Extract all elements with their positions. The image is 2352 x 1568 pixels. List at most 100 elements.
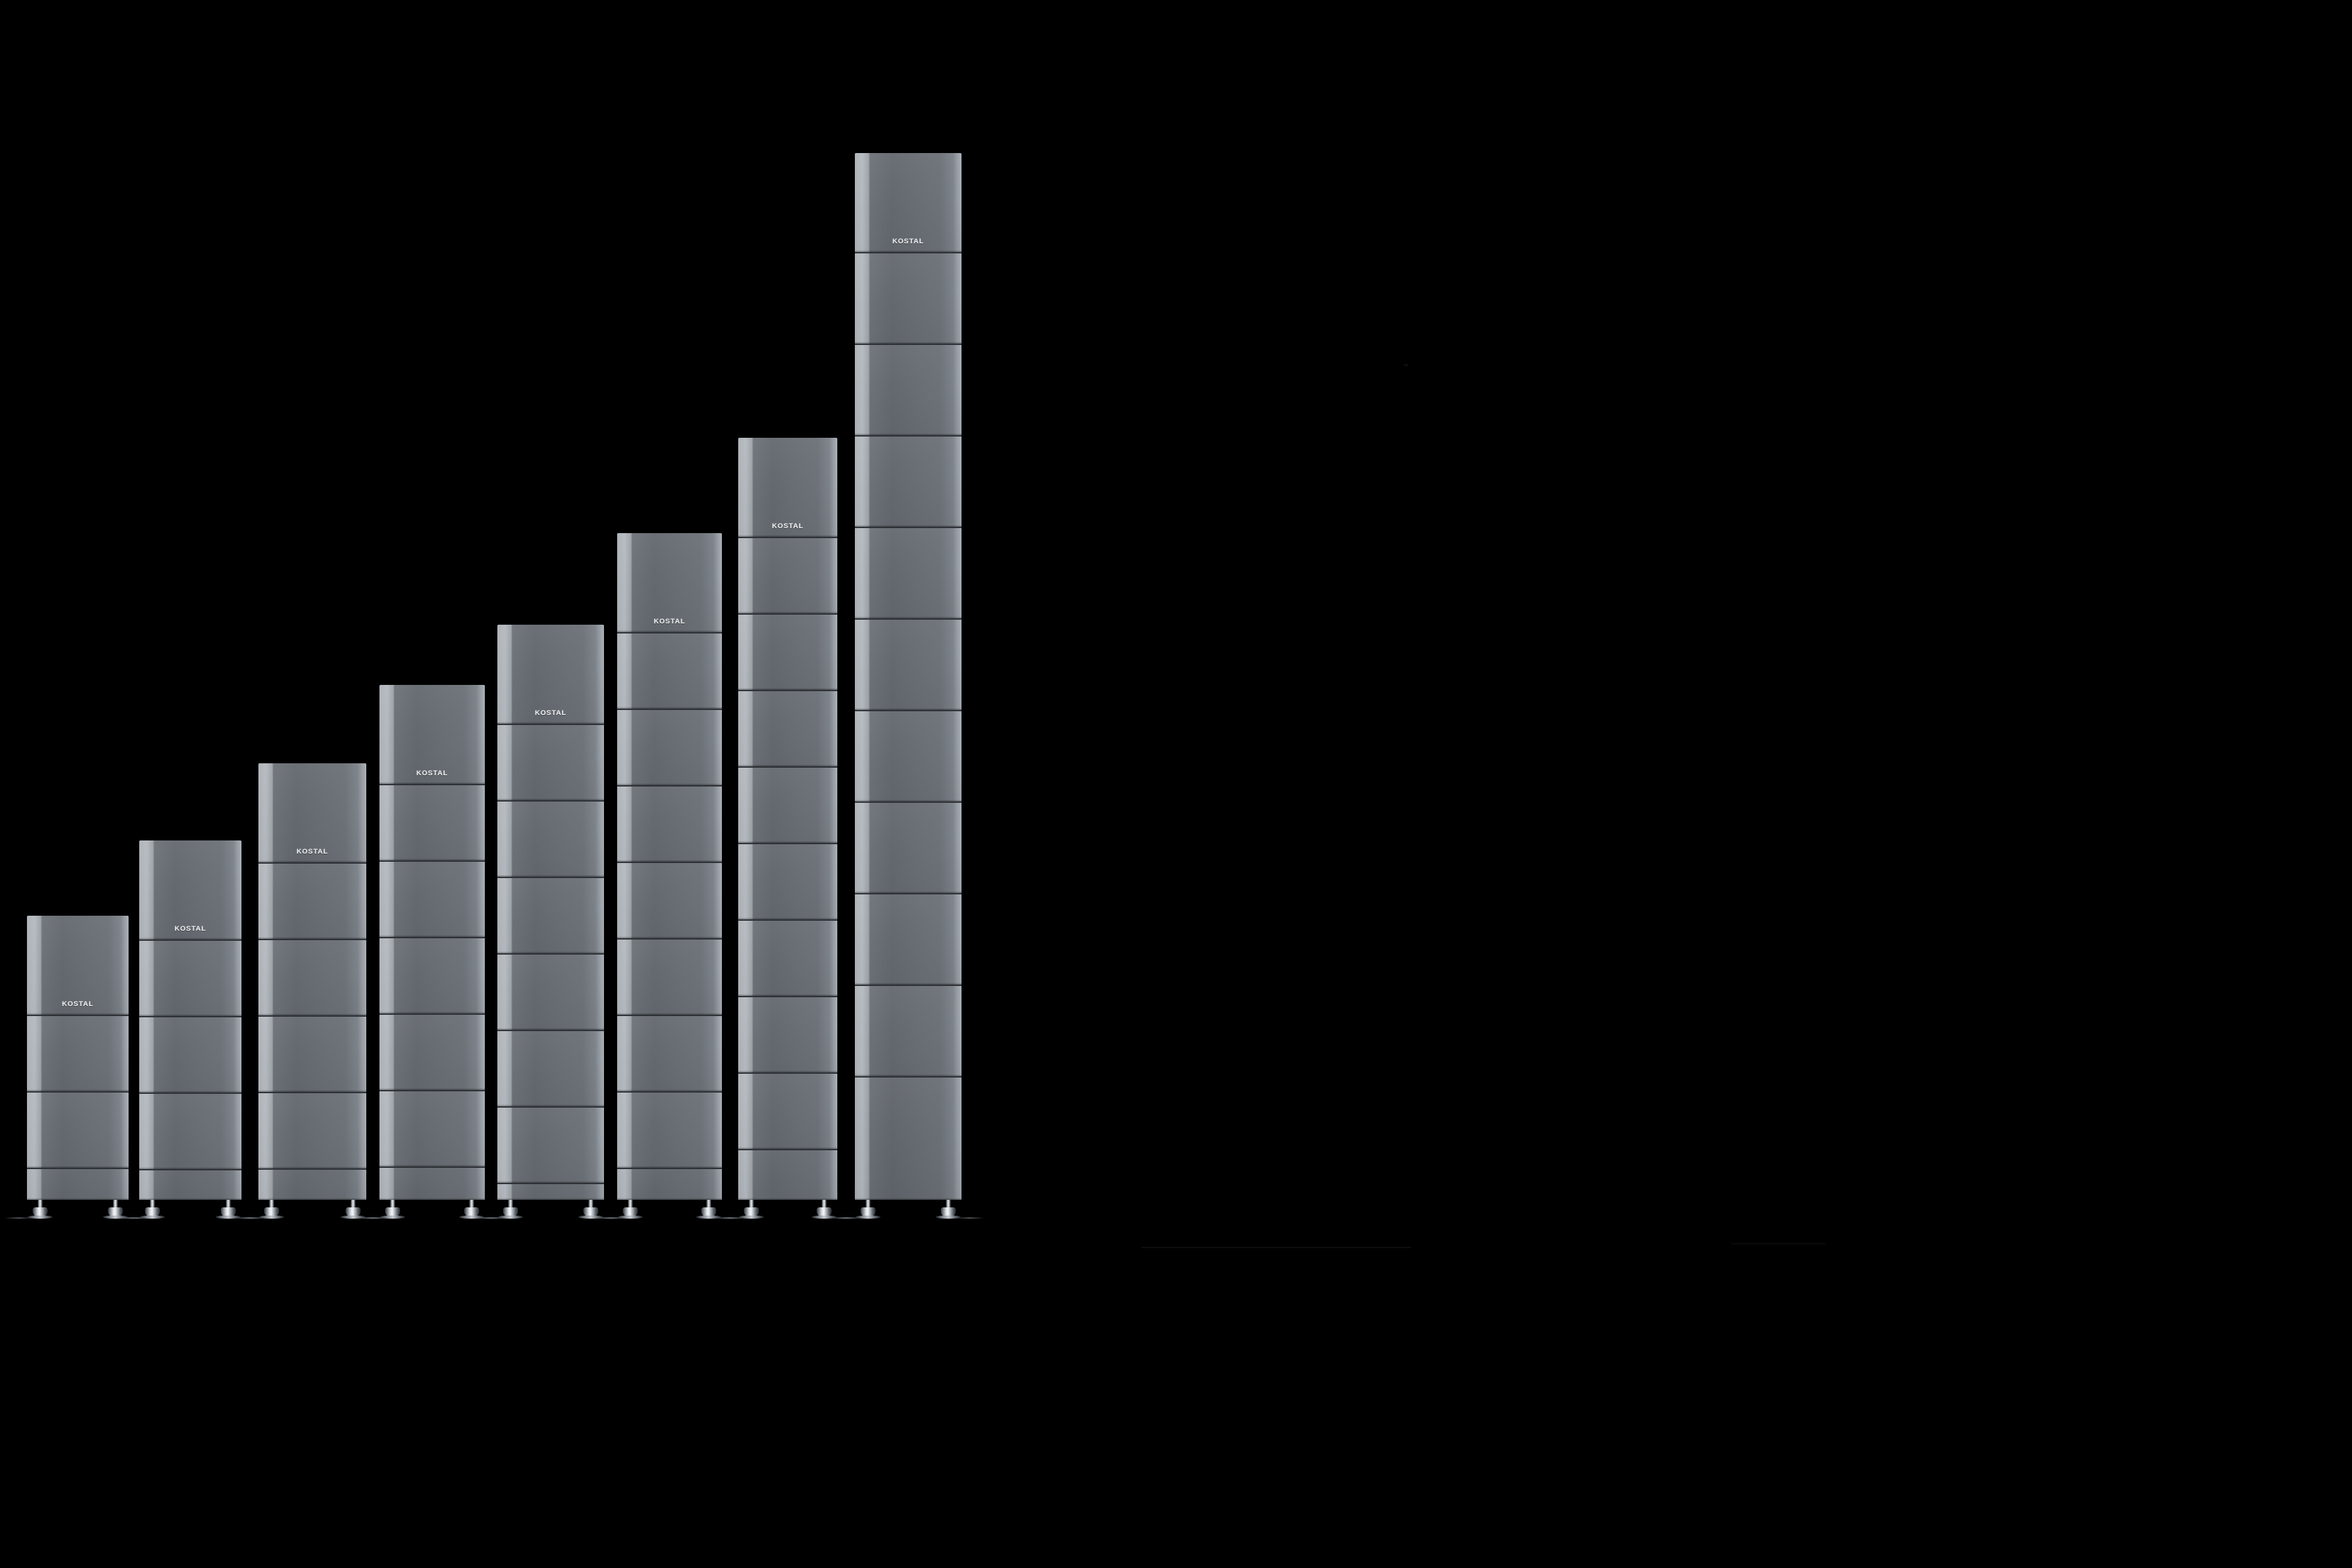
floor-reflection (716, 1217, 744, 1219)
battery-stack-2[interactable]: KOSTAL (117, 840, 264, 1219)
battery-module-8-3[interactable] (855, 435, 961, 527)
leveling-foot-5-left[interactable] (475, 1200, 523, 1221)
foot-bolt-icon (390, 1200, 395, 1209)
battery-module-4-2[interactable] (379, 861, 485, 937)
battery-module-5-2[interactable] (497, 800, 604, 877)
foot-bolt-icon (822, 1200, 827, 1209)
kostal-wordmark: KOSTAL (296, 848, 329, 856)
battery-module-8-1[interactable] (855, 252, 961, 344)
foot-bolt-icon (749, 1200, 754, 1209)
battery-module-6-1[interactable] (617, 632, 722, 709)
battery-module-6-4[interactable] (617, 862, 722, 938)
base-plinth-3 (258, 1168, 366, 1200)
battery-module-6-2[interactable] (617, 709, 722, 785)
leveling-foot-1-left[interactable] (4, 1200, 53, 1221)
top-module-8[interactable]: KOSTAL (855, 153, 961, 252)
battery-module-5-4[interactable] (497, 953, 604, 1030)
foot-pad-icon (380, 1216, 405, 1219)
leveling-foot-2-right[interactable] (216, 1200, 264, 1221)
battery-stack-8[interactable]: KOSTAL (832, 153, 984, 1219)
battery-module-1-2[interactable] (27, 1091, 129, 1168)
battery-module-8-8[interactable] (855, 893, 961, 985)
battery-module-6-5[interactable] (617, 938, 722, 1015)
battery-stack-6[interactable]: KOSTAL (595, 533, 744, 1219)
stack-body-8: KOSTAL (855, 153, 961, 1200)
leveling-feet-3 (236, 1200, 389, 1221)
top-module-5[interactable]: KOSTAL (497, 625, 604, 724)
battery-module-8-7[interactable] (855, 802, 961, 893)
battery-module-3-2[interactable] (258, 939, 366, 1015)
battery-module-4-5[interactable] (379, 1090, 485, 1167)
battery-module-7-2[interactable] (738, 613, 837, 690)
battery-module-1-1[interactable] (27, 1015, 129, 1091)
foot-pad-icon (459, 1216, 484, 1219)
leveling-foot-8-left[interactable] (832, 1200, 881, 1221)
battery-stack-1[interactable]: KOSTAL (4, 916, 151, 1219)
foot-bolt-icon (269, 1200, 274, 1209)
foot-bolt-icon (508, 1200, 513, 1209)
battery-module-6-7[interactable] (617, 1091, 722, 1168)
base-plinth-1 (27, 1168, 129, 1200)
battery-module-6-6[interactable] (617, 1015, 722, 1091)
kostal-wordmark: KOSTAL (654, 618, 686, 625)
battery-module-3-3[interactable] (258, 1015, 366, 1092)
top-module-3[interactable]: KOSTAL (258, 763, 366, 862)
battery-module-7-6[interactable] (738, 919, 837, 996)
battery-module-7-4[interactable] (738, 766, 837, 843)
battery-module-7-5[interactable] (738, 843, 837, 919)
battery-module-8-4[interactable] (855, 527, 961, 618)
foot-bolt-icon (469, 1200, 474, 1209)
top-module-1[interactable]: KOSTAL (27, 916, 129, 1015)
battery-module-3-4[interactable] (258, 1092, 366, 1168)
leveling-foot-7-right[interactable] (812, 1200, 860, 1221)
battery-module-7-8[interactable] (738, 1073, 837, 1149)
top-module-6[interactable]: KOSTAL (617, 533, 722, 632)
top-module-4[interactable]: KOSTAL (379, 685, 485, 784)
battery-module-2-2[interactable] (139, 1016, 241, 1093)
leveling-foot-8-right[interactable] (936, 1200, 984, 1221)
battery-module-8-9[interactable] (855, 985, 961, 1076)
leveling-foot-4-left[interactable] (357, 1200, 405, 1221)
battery-module-4-1[interactable] (379, 784, 485, 861)
battery-module-5-6[interactable] (497, 1106, 604, 1183)
battery-stack-5[interactable]: KOSTAL (475, 625, 627, 1219)
base-plinth-5 (497, 1183, 604, 1200)
leveling-foot-6-left[interactable] (595, 1200, 643, 1221)
foot-cup-icon (108, 1207, 123, 1217)
battery-module-7-7[interactable] (738, 996, 837, 1073)
leveling-foot-2-left[interactable] (117, 1200, 165, 1221)
battery-module-2-1[interactable] (139, 940, 241, 1016)
battery-stack-4[interactable]: KOSTAL (357, 685, 507, 1219)
leveling-foot-3-left[interactable] (236, 1200, 284, 1221)
foot-bolt-icon (150, 1200, 155, 1209)
base-plinth-6 (617, 1168, 722, 1200)
leveling-foot-7-left[interactable] (716, 1200, 764, 1221)
battery-stack-3[interactable]: KOSTAL (236, 763, 389, 1219)
battery-module-3-1[interactable] (258, 862, 366, 939)
battery-module-2-3[interactable] (139, 1093, 241, 1169)
floor-reflection (117, 1217, 146, 1219)
battery-module-4-3[interactable] (379, 937, 485, 1014)
foot-bolt-icon (226, 1200, 231, 1209)
top-module-2[interactable]: KOSTAL (139, 840, 241, 940)
kostal-wordmark: KOSTAL (416, 770, 448, 777)
battery-module-7-1[interactable] (738, 537, 837, 613)
top-module-7[interactable]: KOSTAL (738, 438, 837, 537)
battery-module-6-3[interactable] (617, 785, 722, 862)
battery-module-5-1[interactable] (497, 724, 604, 800)
battery-module-5-5[interactable] (497, 1030, 604, 1106)
foot-pad-icon (103, 1216, 128, 1219)
battery-stack-7[interactable]: KOSTAL (716, 438, 860, 1219)
battery-module-5-3[interactable] (497, 877, 604, 953)
battery-module-4-4[interactable] (379, 1014, 485, 1090)
foot-bolt-icon (588, 1200, 593, 1209)
floor-reflection (832, 1217, 861, 1219)
battery-module-7-3[interactable] (738, 690, 837, 766)
battery-module-8-2[interactable] (855, 344, 961, 435)
foot-bolt-icon (351, 1200, 356, 1209)
foot-cup-icon (623, 1207, 638, 1217)
leveling-feet-2 (117, 1200, 264, 1221)
leveling-foot-6-right[interactable] (696, 1200, 744, 1221)
battery-module-8-5[interactable] (855, 618, 961, 710)
battery-module-8-6[interactable] (855, 710, 961, 802)
